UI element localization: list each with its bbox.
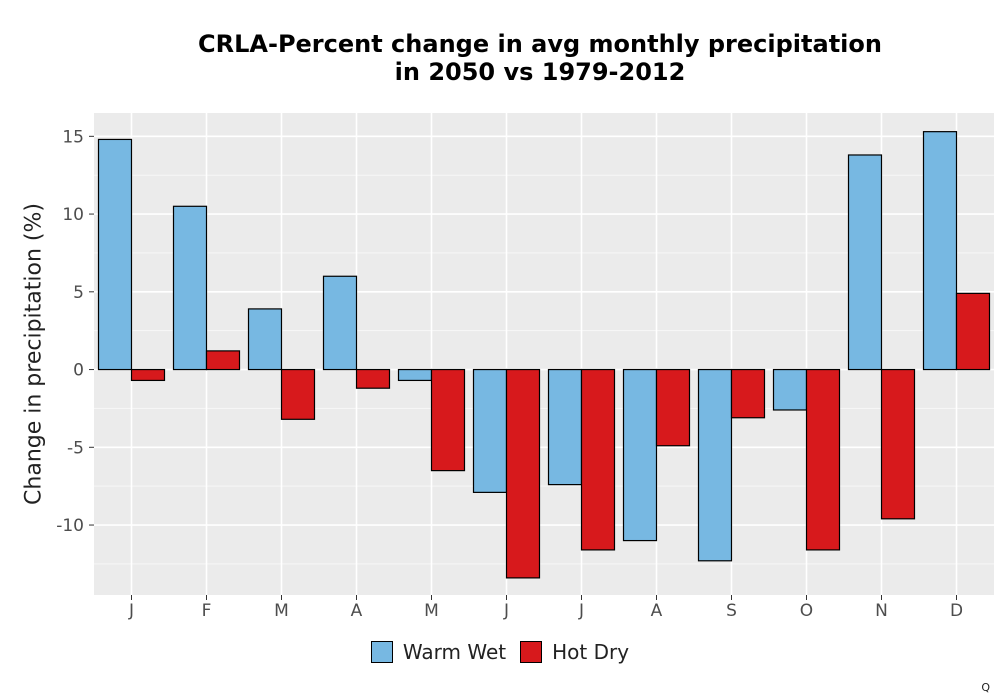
x-tick-label: J: [503, 601, 509, 621]
corner-mark: Q: [981, 681, 990, 694]
x-tick-label: D: [950, 601, 963, 621]
bar-warm-wet: [772, 368, 808, 411]
plot-panel: [94, 113, 994, 595]
y-tick-label: 15: [62, 127, 84, 147]
bar-warm-wet: [622, 368, 658, 542]
x-tick-label: M: [274, 601, 289, 621]
bar-hot-dry: [280, 368, 316, 420]
bar-hot-dry: [430, 368, 466, 472]
x-tick-label: N: [875, 601, 888, 621]
y-tick-label: -5: [67, 438, 84, 458]
x-tick-label: A: [651, 601, 663, 621]
legend-swatch-warm-wet: [370, 641, 393, 663]
legend-swatch-hot-dry: [520, 641, 543, 663]
legend-item-hot-dry: Hot Dry: [520, 640, 629, 664]
bar-warm-wet: [472, 368, 508, 493]
bar-warm-wet: [322, 275, 358, 371]
x-tick-label: J: [128, 601, 134, 621]
chart-title: CRLA-Percent change in avg monthly preci…: [90, 30, 990, 86]
legend-item-warm-wet: Warm Wet: [370, 640, 507, 664]
x-tick-label: O: [800, 601, 813, 621]
bar-hot-dry: [130, 368, 166, 382]
y-axis-label: Change in precipitation (%): [21, 203, 47, 505]
x-tick-label: S: [726, 601, 737, 621]
legend-label-hot-dry: Hot Dry: [552, 640, 630, 664]
x-tick-label: A: [351, 601, 363, 621]
bar-hot-dry: [880, 368, 916, 520]
bar-hot-dry: [505, 368, 541, 579]
x-tick-label: M: [424, 601, 439, 621]
bar-warm-wet: [172, 205, 208, 371]
bar-warm-wet: [847, 154, 883, 371]
bar-warm-wet: [697, 368, 733, 562]
y-tick-label: 10: [62, 205, 84, 225]
legend: Warm Wet Hot Dry: [0, 640, 1000, 664]
y-tick-label: -10: [56, 516, 84, 536]
bar-hot-dry: [655, 368, 691, 447]
bar-hot-dry: [205, 350, 241, 371]
chart-title-line-2: in 2050 vs 1979-2012: [394, 58, 686, 86]
bar-warm-wet: [97, 138, 133, 371]
bar-warm-wet: [397, 368, 433, 382]
x-tick-label: J: [578, 601, 584, 621]
bar-hot-dry: [805, 368, 841, 551]
bar-hot-dry: [730, 368, 766, 419]
y-tick-label: 5: [73, 283, 84, 303]
x-tick-label: F: [202, 601, 212, 621]
y-tick-label: 0: [73, 361, 84, 381]
legend-label-warm-wet: Warm Wet: [402, 640, 507, 664]
bar-warm-wet: [922, 131, 958, 371]
bar-hot-dry: [580, 368, 616, 551]
bar-hot-dry: [955, 292, 991, 371]
chart-title-line-1: CRLA-Percent change in avg monthly preci…: [198, 30, 882, 58]
bar-hot-dry: [355, 368, 391, 389]
bar-warm-wet: [247, 308, 283, 371]
bar-warm-wet: [547, 368, 583, 486]
